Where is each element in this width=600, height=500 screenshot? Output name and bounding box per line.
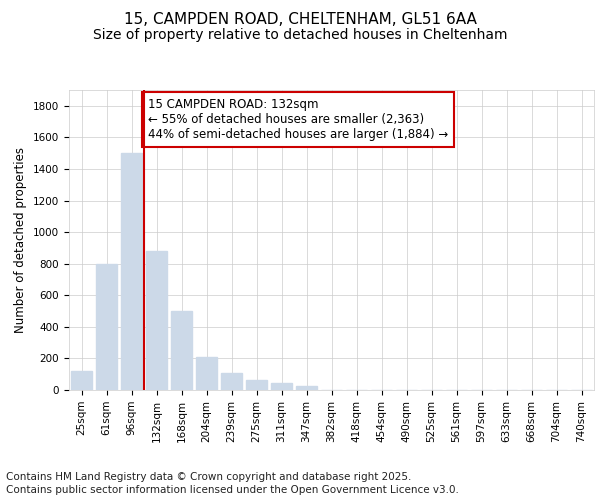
Bar — [171, 311, 192, 390]
Text: 15 CAMPDEN ROAD: 132sqm
← 55% of detached houses are smaller (2,363)
44% of semi: 15 CAMPDEN ROAD: 132sqm ← 55% of detache… — [148, 98, 448, 141]
Text: 15, CAMPDEN ROAD, CHELTENHAM, GL51 6AA: 15, CAMPDEN ROAD, CHELTENHAM, GL51 6AA — [124, 12, 476, 28]
Text: Size of property relative to detached houses in Cheltenham: Size of property relative to detached ho… — [93, 28, 507, 42]
Bar — [121, 153, 142, 390]
Text: Contains public sector information licensed under the Open Government Licence v3: Contains public sector information licen… — [6, 485, 459, 495]
Bar — [146, 251, 167, 390]
Bar — [96, 264, 117, 390]
Bar — [196, 357, 217, 390]
Bar — [271, 383, 292, 390]
Text: Contains HM Land Registry data © Crown copyright and database right 2025.: Contains HM Land Registry data © Crown c… — [6, 472, 412, 482]
Bar — [246, 380, 267, 390]
Bar — [71, 371, 92, 390]
Y-axis label: Number of detached properties: Number of detached properties — [14, 147, 28, 333]
Bar — [296, 386, 317, 390]
Bar — [221, 372, 242, 390]
